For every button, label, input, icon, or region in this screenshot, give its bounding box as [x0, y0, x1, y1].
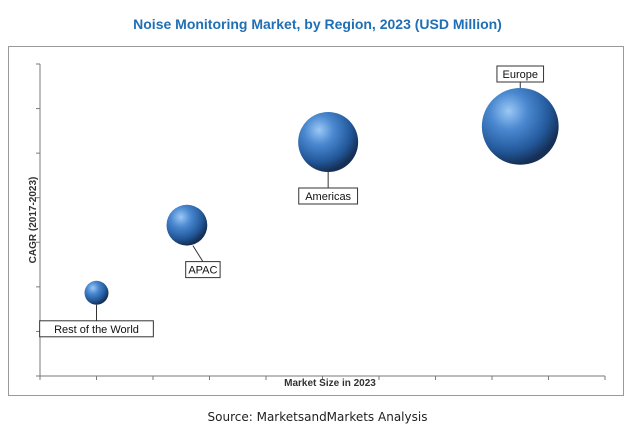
bubble-label-box [39, 320, 154, 338]
x-axis-label: Market Size in 2023 [284, 378, 376, 389]
y-axis-label: CAGR (2017-2023) [28, 177, 39, 264]
plot-frame [8, 46, 624, 396]
bubble-rest-of-the-world [84, 280, 109, 305]
bubble-americas [298, 112, 359, 172]
source-note: Source: MarketsandMarkets Analysis [207, 410, 428, 424]
bubble-label-rest-of-the-world: Rest of the World [54, 324, 139, 336]
bubble-label-box [496, 65, 545, 83]
bubble-group-rest-of-the-world: Rest of the World [39, 280, 154, 338]
bubble-label-apac: APAC [188, 265, 217, 277]
bubble-label-box [298, 187, 359, 205]
callout-line [192, 245, 204, 262]
bubble-group-americas: Americas [298, 112, 359, 205]
bubble-europe [481, 88, 559, 165]
bubble-group-europe: Europe [481, 65, 559, 165]
bubble-apac [166, 204, 208, 246]
bubble-label-europe: Europe [503, 69, 538, 81]
bubble-group-apac: APAC [166, 204, 221, 279]
chart-title: Noise Monitoring Market, by Region, 2023… [133, 16, 502, 32]
bubble-label-box [185, 261, 221, 279]
bubble-label-americas: Americas [305, 191, 351, 203]
